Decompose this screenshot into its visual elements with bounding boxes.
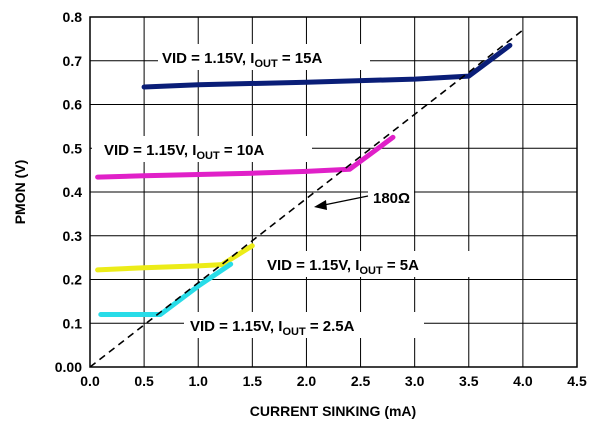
x-axis-title: CURRENT SINKING (mA) [250,403,416,419]
y-tick-label: 0.8 [63,9,83,25]
annotation-15a: VID = 1.15V, IOUT = 15A [162,50,322,70]
resistor-arrow-line [323,195,369,206]
y-tick-labels: 0.00 0.1 0.2 0.3 0.4 0.5 0.6 0.7 0.8 [55,9,82,375]
y-tick-label: 0.4 [63,184,83,200]
y-tick-label: 0.3 [63,228,83,244]
annotation-box-10a [92,136,312,162]
annotation-2-5a: VID = 1.15V, IOUT = 2.5A [190,318,355,338]
x-tick-label: 2.0 [297,373,317,389]
x-tick-label: 1.0 [188,373,208,389]
x-tick-labels: 0.0 0.5 1.0 1.5 2.0 2.5 3.0 3.5 4.0 4.5 [80,373,587,389]
y-tick-label: 0.6 [63,97,83,113]
annotation-box-resistor [368,185,414,209]
series-layer [89,29,524,368]
annotation-box-5a [262,251,474,277]
y-tick-label: 0.5 [63,140,83,156]
annotation-box-2-5a [184,312,424,338]
annotation-box-15a [158,44,370,70]
annotation-2-5a-sub: OUT [282,326,306,338]
y-axis-title: PMON (V) [12,160,28,225]
annotation-5a-sub: OUT [359,265,383,277]
plot-frame [89,16,578,368]
annotation-15a-tail: = 15A [278,50,323,67]
series-line-resistor-180 [89,29,524,368]
annotation-10a-sub: OUT [196,150,220,162]
x-tick-label: 0.5 [134,373,154,389]
series-line-2 [95,243,255,273]
x-tick-label: 0.0 [80,373,100,389]
annotation-resistor: 180Ω [373,190,410,207]
y-tick-label: 0.00 [55,359,82,375]
annotation-2-5a-main: VID = 1.15V, I [190,318,282,335]
series-line-3 [98,261,234,317]
x-tick-label: 1.5 [243,373,263,389]
annotation-10a-tail: = 10A [220,142,265,159]
series-line-1 [95,134,396,180]
annotation-15a-main: VID = 1.15V, I [162,50,254,67]
x-tick-label: 2.5 [351,373,371,389]
annotation-5a-tail: = 5A [383,257,419,274]
annotation-10a: VID = 1.15V, IOUT = 10A [104,142,264,162]
y-tick-label: 0.7 [63,53,83,69]
resistor-arrow-head [314,200,327,210]
annotation-5a-main: VID = 1.15V, I [267,257,359,274]
annotation-10a-main: VID = 1.15V, I [104,142,196,159]
series-line-0 [141,42,513,90]
x-tick-label: 3.0 [405,373,425,389]
x-tick-label: 4.5 [567,373,587,389]
annotation-5a: VID = 1.15V, IOUT = 5A [267,257,419,277]
annotation-2-5a-tail: = 2.5A [306,318,355,335]
x-tick-label: 4.0 [513,373,533,389]
y-tick-label: 0.2 [63,272,83,288]
y-tick-label: 0.1 [63,315,83,331]
annotation-15a-sub: OUT [254,58,278,70]
x-tick-label: 3.5 [459,373,479,389]
